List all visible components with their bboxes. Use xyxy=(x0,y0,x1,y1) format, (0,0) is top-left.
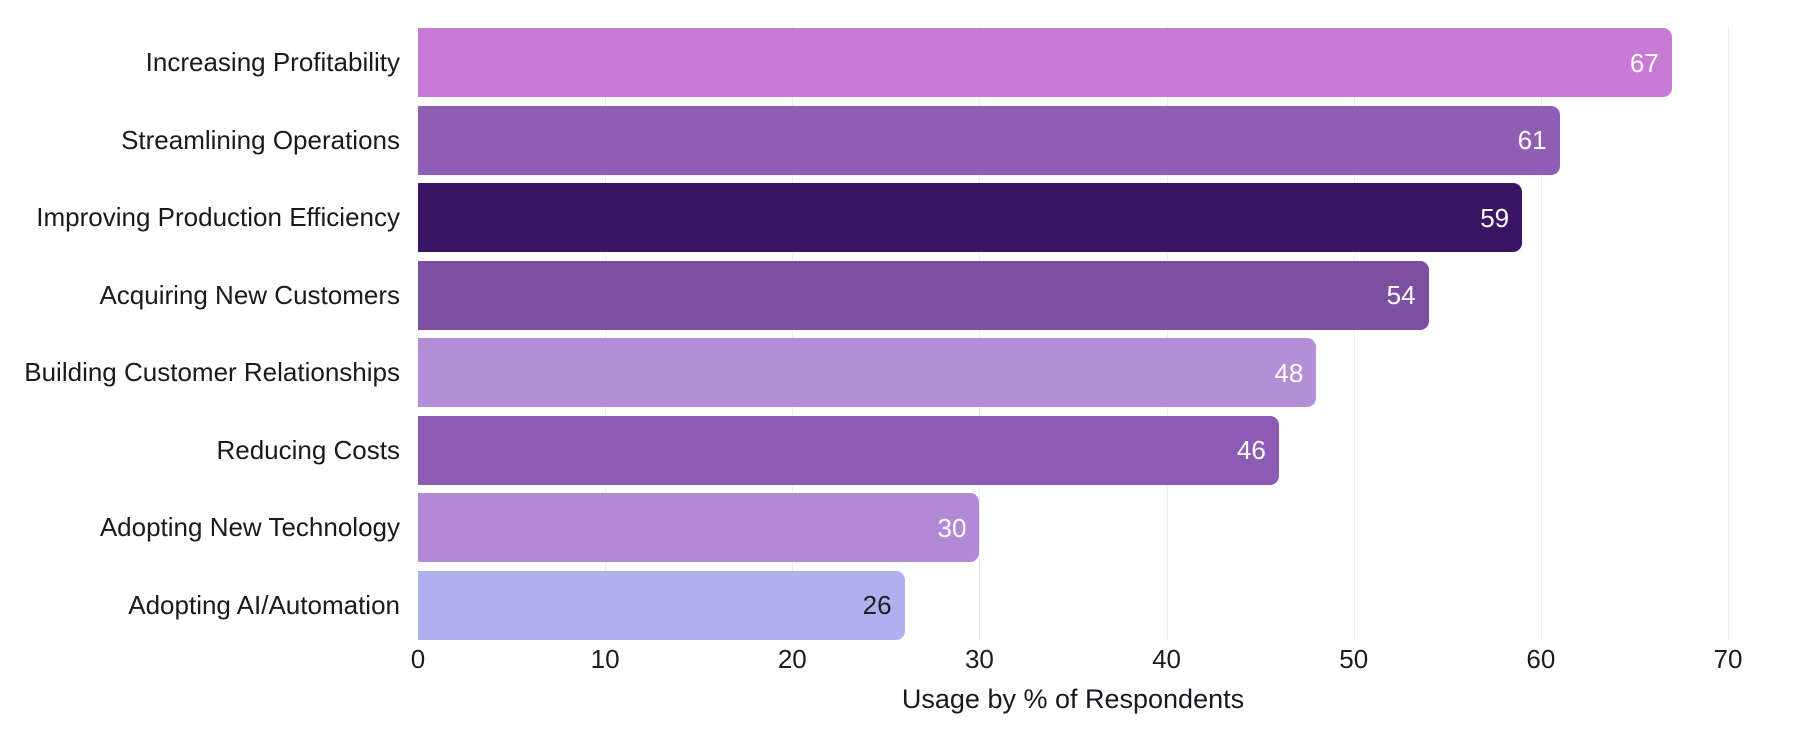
x-tick-label: 0 xyxy=(410,644,426,674)
gridline xyxy=(1540,26,1542,640)
bar-value-label: 46 xyxy=(1236,435,1266,465)
gridline xyxy=(979,26,981,640)
bar: 54 xyxy=(418,260,1429,330)
gridline xyxy=(1728,26,1729,640)
x-tick-label: 20 xyxy=(777,644,807,674)
bar: 46 xyxy=(418,415,1279,485)
bar: 30 xyxy=(418,493,980,562)
bar: 61 xyxy=(418,105,1560,175)
bars-area: 67 61 59 54 48 46 30 26 xyxy=(418,28,1728,640)
bar: 48 xyxy=(418,338,1317,407)
x-tick-label: 70 xyxy=(1713,644,1743,674)
gridline xyxy=(605,26,607,640)
bar-value-label: 61 xyxy=(1517,125,1547,155)
x-tick-label: 40 xyxy=(1152,644,1182,674)
category-label: Adopting New Technology xyxy=(99,512,400,542)
bar-value-label: 30 xyxy=(937,512,967,543)
x-tick-label: 10 xyxy=(590,644,620,674)
x-tick-label: 60 xyxy=(1526,644,1556,674)
gridline xyxy=(792,26,794,640)
bar: 59 xyxy=(418,183,1523,252)
category-axis: Increasing Profitability Streamlining Ope… xyxy=(0,28,400,640)
bar-value-label: 26 xyxy=(862,590,892,620)
gridline xyxy=(1353,26,1355,640)
bar-value-label: 67 xyxy=(1629,47,1659,78)
category-label: Reducing Costs xyxy=(216,434,400,465)
gridlines xyxy=(418,26,1729,640)
bar-value-label: 48 xyxy=(1274,357,1304,388)
x-axis-ticks: 0 10 20 30 40 50 60 70 xyxy=(411,644,1743,675)
bar-value-label: 54 xyxy=(1386,280,1416,310)
gridline xyxy=(1166,26,1168,640)
category-label: Building Customer Relationships xyxy=(24,357,400,387)
x-axis-title: Usage by % of Respondents xyxy=(901,684,1245,714)
bar: 67 xyxy=(418,28,1672,97)
x-tick-label: 50 xyxy=(1339,644,1369,674)
category-label: Streamlining Operations xyxy=(121,124,400,155)
bar: 26 xyxy=(418,570,905,640)
category-label: Improving Production Efficiency xyxy=(36,202,400,232)
bar-value-label: 59 xyxy=(1480,202,1510,233)
category-label: Adopting AI/Automation xyxy=(128,589,400,620)
x-tick-label: 30 xyxy=(964,644,994,674)
category-label: Increasing Profitability xyxy=(145,47,400,77)
category-label: Acquiring New Customers xyxy=(99,279,400,310)
